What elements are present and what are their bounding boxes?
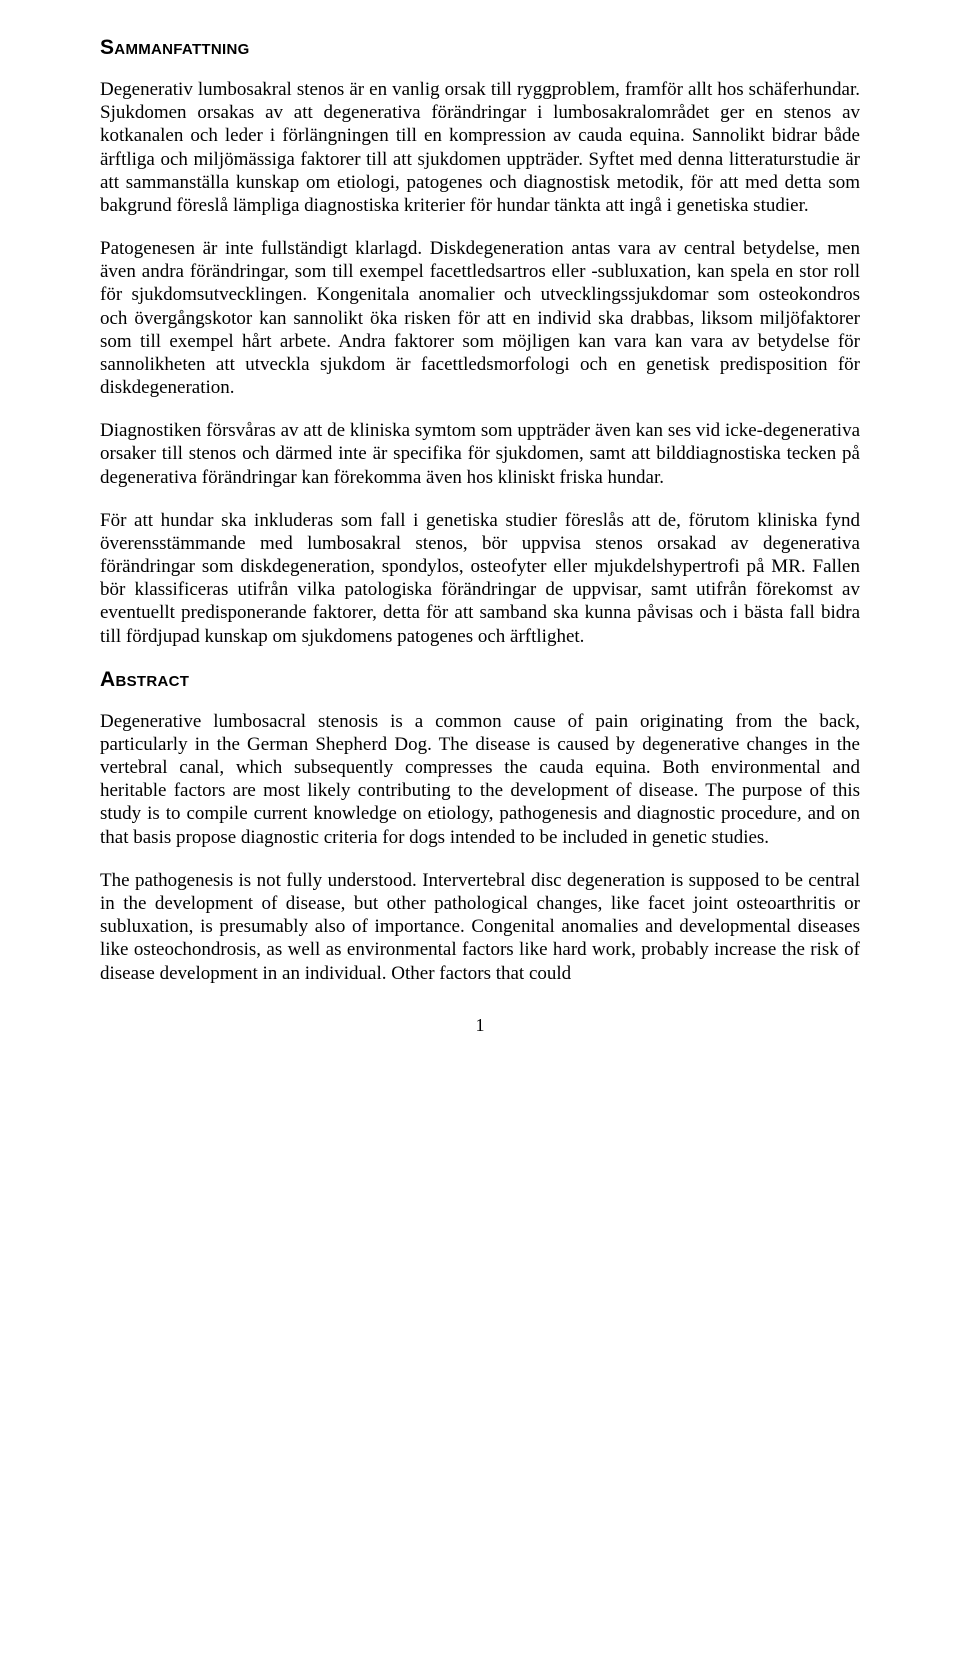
- document-page: Sammanfattning Degenerativ lumbosakral s…: [0, 0, 960, 1076]
- paragraph-6: The pathogenesis is not fully understood…: [100, 869, 860, 985]
- paragraph-3: Diagnostiken försvåras av att de klinisk…: [100, 419, 860, 489]
- page-number: 1: [100, 1015, 860, 1036]
- paragraph-1: Degenerativ lumbosakral stenos är en van…: [100, 78, 860, 217]
- paragraph-5: Degenerative lumbosacral stenosis is a c…: [100, 710, 860, 849]
- paragraph-2: Patogenesen är inte fullständigt klarlag…: [100, 237, 860, 399]
- heading-abstract: Abstract: [100, 668, 860, 692]
- heading-sammanfattning: Sammanfattning: [100, 36, 860, 60]
- paragraph-4: För att hundar ska inkluderas som fall i…: [100, 509, 860, 648]
